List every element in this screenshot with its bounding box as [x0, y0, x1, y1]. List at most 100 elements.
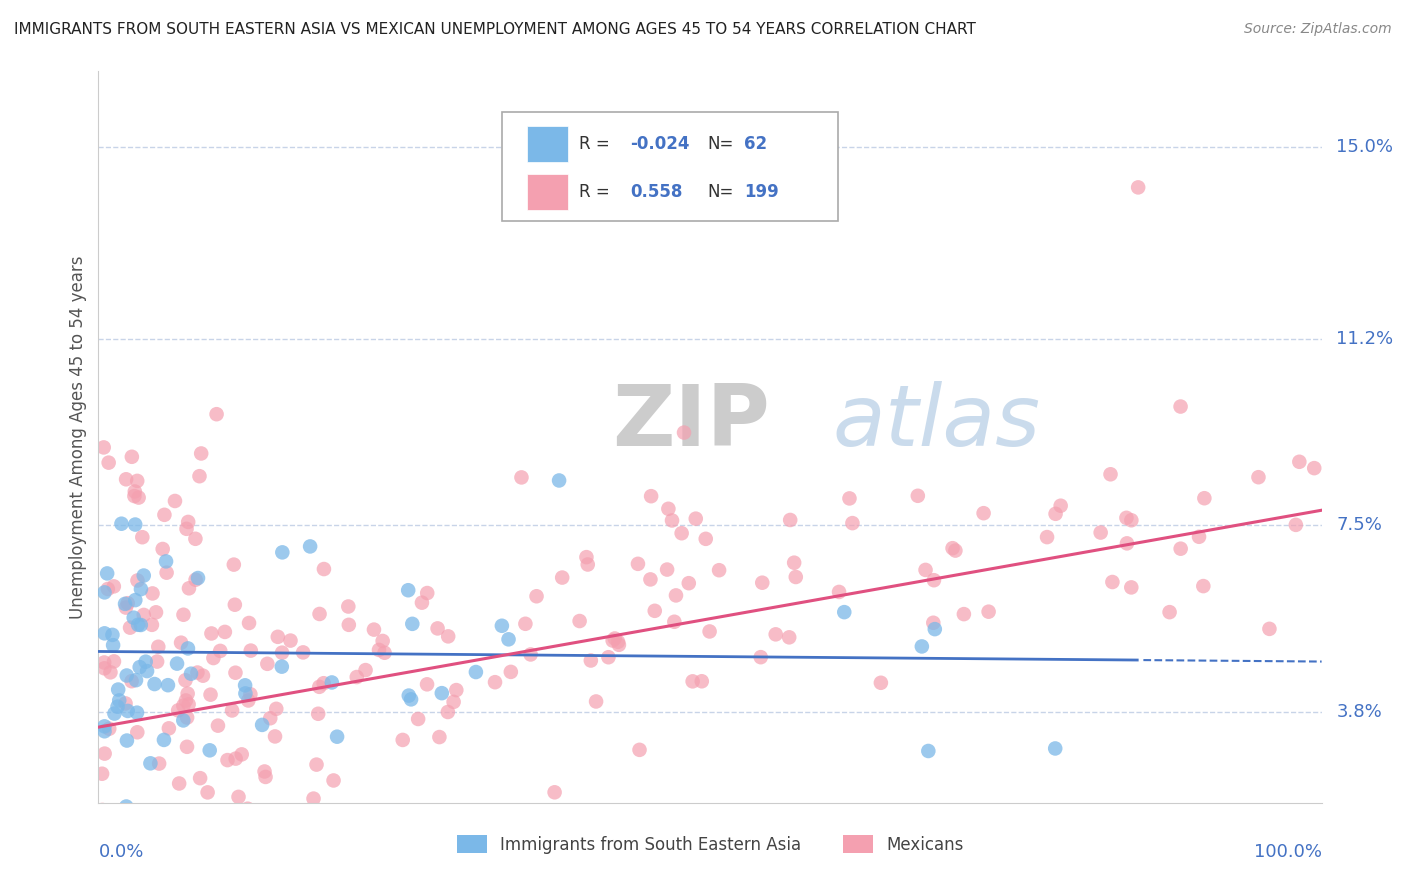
Point [299, 540, 322, 554]
Point [93, 585, 115, 599]
Point [125, 673, 148, 688]
Point [128, 491, 150, 505]
Point [250, 718, 273, 732]
Point [828, 585, 851, 599]
Point [437, 705, 460, 719]
Point [1121, 581, 1143, 595]
Point [907, 489, 929, 503]
Point [259, 711, 281, 725]
Point [152, 541, 174, 556]
Point [139, 756, 162, 771]
Point [101, 628, 124, 642]
Point [832, 605, 855, 619]
Point [238, 693, 260, 707]
Point [491, 619, 513, 633]
Point [579, 653, 602, 667]
Point [264, 702, 287, 716]
Point [100, 665, 122, 680]
Point [765, 627, 787, 641]
Point [1049, 499, 1071, 513]
Point [91, 803, 114, 817]
Point [922, 573, 945, 587]
Point [93, 661, 115, 675]
Point [396, 583, 419, 598]
Point [148, 640, 170, 654]
Point [1128, 180, 1150, 194]
Text: ZIP: ZIP [612, 381, 770, 464]
Point [188, 771, 211, 785]
Point [368, 643, 391, 657]
Point [114, 597, 136, 611]
Point [271, 545, 294, 559]
Point [141, 586, 163, 600]
Point [292, 645, 315, 659]
Point [132, 607, 155, 622]
Point [131, 530, 153, 544]
Point [510, 470, 533, 484]
Point [93, 626, 115, 640]
Point [97, 456, 120, 470]
Point [167, 776, 190, 790]
Point [177, 641, 200, 656]
Point [1115, 511, 1137, 525]
Point [238, 615, 260, 630]
Point [176, 687, 198, 701]
Point [953, 607, 976, 621]
Point [779, 513, 801, 527]
Point [416, 677, 439, 691]
Point [665, 588, 688, 602]
Point [233, 678, 256, 692]
Point [207, 719, 229, 733]
Point [603, 632, 626, 646]
Point [911, 640, 934, 654]
Point [163, 494, 186, 508]
Point [101, 638, 124, 652]
Point [176, 710, 198, 724]
Point [222, 558, 245, 572]
Text: 199: 199 [744, 183, 779, 201]
Point [337, 599, 360, 614]
Point [484, 675, 506, 690]
Point [107, 699, 129, 714]
Point [678, 576, 700, 591]
Text: atlas: atlas [832, 381, 1040, 464]
Point [778, 630, 800, 644]
Point [374, 646, 396, 660]
Point [256, 657, 278, 671]
Point [103, 654, 125, 668]
Point [120, 621, 142, 635]
Point [1090, 525, 1112, 540]
Point [749, 650, 772, 665]
Point [129, 582, 152, 596]
Text: 100.0%: 100.0% [1254, 843, 1322, 861]
Point [443, 695, 465, 709]
Point [187, 571, 209, 585]
Point [202, 651, 225, 665]
Point [399, 692, 422, 706]
Point [401, 616, 423, 631]
Point [661, 513, 683, 527]
Y-axis label: Unemployment Among Ages 45 to 54 years: Unemployment Among Ages 45 to 54 years [69, 255, 87, 619]
Text: Source: ZipAtlas.com: Source: ZipAtlas.com [1244, 22, 1392, 37]
Point [917, 744, 939, 758]
Point [1288, 455, 1310, 469]
Point [97, 582, 120, 596]
Point [312, 562, 335, 576]
Point [598, 650, 620, 665]
Point [153, 508, 176, 522]
Point [253, 764, 276, 779]
Point [214, 624, 236, 639]
Point [128, 660, 150, 674]
Point [115, 600, 138, 615]
Point [1099, 467, 1122, 482]
Point [354, 663, 377, 677]
Point [176, 522, 198, 536]
Point [515, 616, 537, 631]
Point [699, 624, 721, 639]
Point [103, 579, 125, 593]
Point [640, 489, 662, 503]
Point [157, 722, 180, 736]
Point [1036, 530, 1059, 544]
Point [942, 541, 965, 556]
Point [239, 643, 262, 657]
